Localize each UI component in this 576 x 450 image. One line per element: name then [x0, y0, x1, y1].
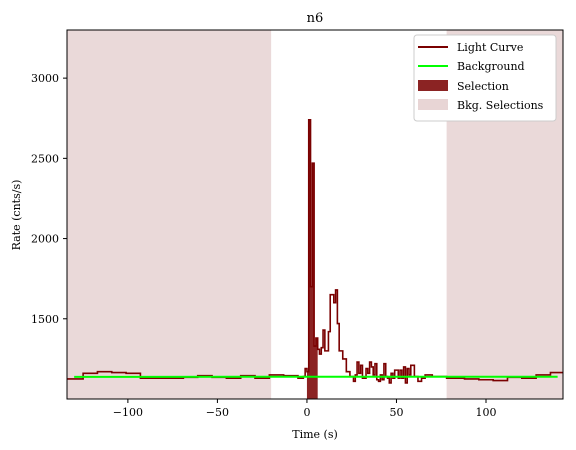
x-tick-label: −50 — [206, 406, 229, 419]
x-axis-ticks: −100 −50 0 50 100 — [113, 399, 497, 419]
legend-label-light-curve: Light Curve — [457, 41, 523, 54]
legend-label-selection: Selection — [457, 80, 509, 93]
y-tick-label: 3000 — [31, 72, 59, 85]
legend-swatch-bkg-selections — [418, 99, 448, 110]
chart-title: n6 — [307, 11, 324, 26]
x-tick-label: −100 — [113, 406, 143, 419]
y-axis-ticks: 1500 2000 2500 3000 — [31, 72, 67, 326]
x-axis-label: Time (s) — [292, 428, 338, 441]
axes-frame — [66, 29, 564, 400]
legend-frame — [413, 34, 557, 122]
x-tick-label: 50 — [389, 406, 403, 419]
legend: Light Curve Background Selection Bkg. Se… — [413, 34, 557, 122]
bkg-selection-region — [67, 30, 272, 399]
legend-label-bkg-selections: Bkg. Selections — [457, 99, 544, 112]
y-tick-label: 2500 — [31, 152, 59, 165]
light-curve-line — [67, 119, 563, 384]
x-tick-label: 100 — [476, 406, 497, 419]
legend-label-background: Background — [457, 60, 525, 73]
x-tick-label: 0 — [303, 406, 310, 419]
y-tick-label: 1500 — [31, 313, 59, 326]
y-tick-label: 2000 — [31, 233, 59, 246]
y-axis-label: Rate (cnts/s) — [10, 180, 23, 251]
legend-swatch-selection — [418, 80, 448, 91]
